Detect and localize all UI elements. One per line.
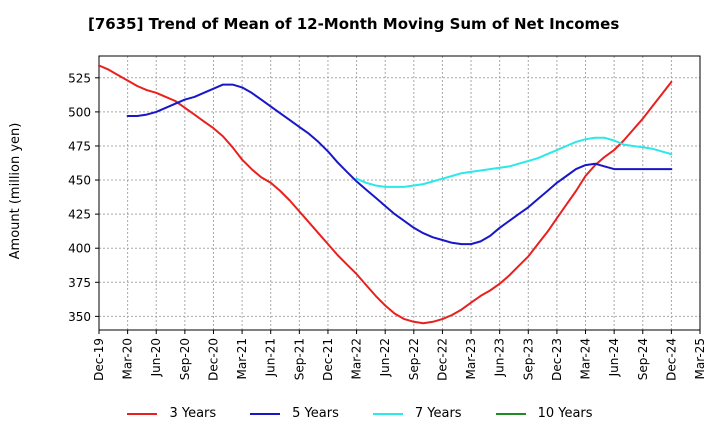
series-line-5-years [126, 83, 673, 246]
x-tick-label: Mar-20 [121, 338, 135, 379]
series-line-7-years [355, 136, 673, 188]
x-tick-label: Jun-21 [264, 338, 278, 377]
x-tick-label: Jun-22 [378, 338, 392, 377]
y-tick-label: 475 [68, 139, 91, 153]
x-tick-label: Mar-22 [350, 338, 364, 379]
x-tick-label: Jun-20 [149, 338, 163, 377]
legend: 3 Years 5 Years 7 Years 10 Years [0, 406, 720, 421]
axes-layer: Dec-19 Mar-20 Jun-20 Sep-20 Dec-20 Mar-21 Jun-… [68, 55, 707, 381]
x-tick-label: Sep-20 [178, 338, 192, 380]
x-tick-label: Mar-24 [579, 338, 593, 379]
y-tick-label: 350 [68, 310, 91, 324]
legend-label: 10 Years [537, 406, 593, 421]
x-tick-label: Jun-23 [493, 338, 507, 377]
y-tick-label: 450 [68, 174, 91, 188]
y-tick-label: 375 [68, 276, 91, 290]
x-tick-label: Dec-24 [664, 338, 678, 381]
legend-item-7-years: 7 Years [372, 406, 462, 421]
x-tick-label: Jun-24 [607, 338, 621, 377]
legend-swatch [372, 412, 403, 415]
y-tick-label: 525 [68, 71, 91, 85]
x-tick-label: Sep-22 [407, 338, 421, 380]
plot-frame [98, 55, 701, 331]
x-tick-label: Dec-23 [550, 338, 564, 381]
legend-swatch [250, 412, 281, 415]
legend-label: 7 Years [414, 406, 462, 421]
series-line-3-years [98, 64, 673, 325]
legend-item-10-years: 10 Years [495, 406, 593, 421]
y-axis-title: Amount (million yen) [8, 123, 23, 260]
x-tick-label: Dec-20 [206, 338, 220, 381]
legend-swatch [127, 412, 158, 415]
legend-label: 3 Years [169, 406, 217, 421]
x-tick-label: Dec-21 [321, 338, 335, 381]
legend-item-5-years: 5 Years [250, 406, 339, 421]
y-tick-label: 425 [68, 208, 91, 222]
chart-title: [7635] Trend of Mean of 12-Month Moving … [88, 15, 620, 33]
y-tick-label: 400 [68, 242, 91, 256]
y-tick-label: 500 [68, 105, 91, 119]
legend-label: 5 Years [292, 406, 339, 421]
grid-layer [98, 56, 701, 330]
x-tick-label: Dec-19 [92, 338, 106, 381]
series-layer [98, 64, 673, 325]
x-tick-label: Mar-21 [235, 338, 249, 379]
x-tick-label: Mar-23 [464, 338, 478, 379]
x-tick-label: Sep-23 [521, 338, 535, 380]
x-tick-label: Sep-24 [636, 338, 650, 380]
x-tick-label: Mar-25 [693, 338, 707, 379]
legend-item-3-years: 3 Years [127, 406, 216, 421]
x-tick-label: Dec-22 [435, 338, 449, 381]
legend-swatch [495, 412, 526, 415]
x-tick-label: Sep-21 [292, 338, 306, 380]
